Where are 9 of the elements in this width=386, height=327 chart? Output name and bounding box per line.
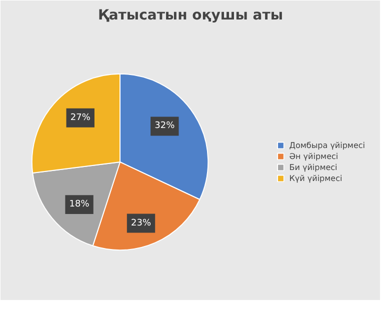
legend-label: Ән үйірмесі (289, 152, 338, 160)
data-label: 18% (69, 200, 90, 210)
legend-label: Домбыра үйірмесі (289, 140, 365, 150)
data-label: 27% (70, 112, 91, 123)
legend-label: Күй үйірмесі (289, 174, 342, 182)
chart-title: Қатысатын оқушы аты (98, 8, 284, 24)
legend-label: Би үйірмесі (289, 162, 338, 172)
data-label: 32% (154, 121, 176, 132)
data-label: 23% (131, 218, 152, 228)
